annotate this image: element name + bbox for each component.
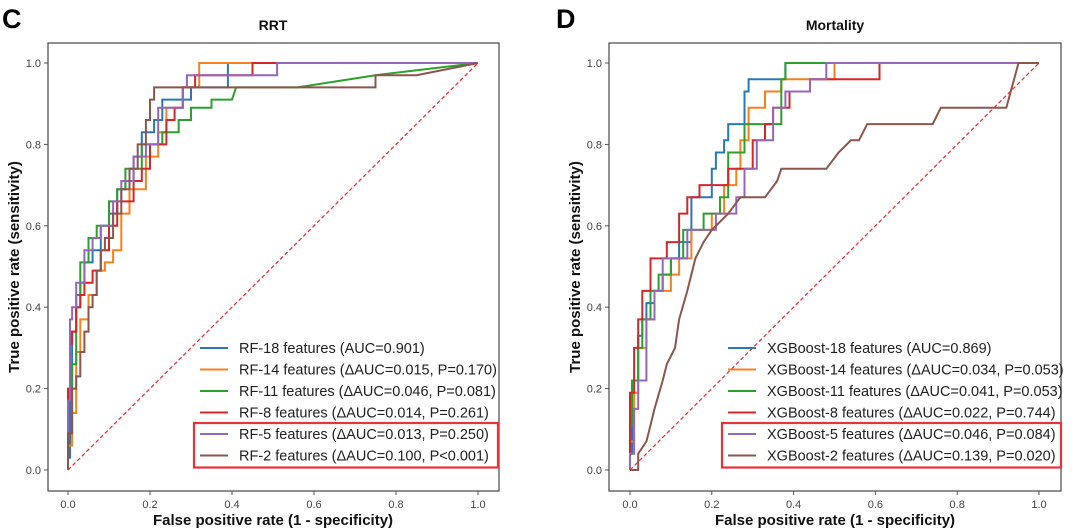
x-tick-label: 0.4 bbox=[224, 499, 239, 511]
roc-curve-5 bbox=[629, 62, 1039, 470]
chart-title: RRT bbox=[259, 17, 288, 33]
y-tick-label: 0.6 bbox=[587, 221, 602, 233]
x-tick-label: 0.6 bbox=[868, 499, 883, 511]
legend-label: XGBoost-18 features (AUC=0.869) bbox=[767, 341, 991, 357]
y-tick-label: 0.2 bbox=[587, 384, 602, 396]
x-tick-label: 1.0 bbox=[470, 499, 485, 511]
x-tick-label: 0.0 bbox=[622, 499, 637, 511]
legend-label: RF-2 features (ΔAUC=0.100, P<0.001) bbox=[239, 449, 489, 465]
legend-highlight-box bbox=[720, 421, 1063, 469]
legend-label: XGBoost-14 features (ΔAUC=0.034, P=0.053… bbox=[767, 363, 1064, 379]
legend-label: RF-8 features (ΔAUC=0.014, P=0.261) bbox=[239, 406, 489, 422]
legend-label: XGBoost-2 features (ΔAUC=0.139, P=0.020) bbox=[767, 449, 1056, 465]
y-tick-label: 1.0 bbox=[587, 58, 602, 70]
y-tick-label: 0.2 bbox=[26, 384, 41, 396]
y-tick-label: 0.8 bbox=[587, 139, 602, 151]
plot-frame bbox=[608, 42, 1062, 492]
legend-label: XGBoost-8 features (ΔAUC=0.022, P=0.744) bbox=[767, 406, 1056, 422]
legend-highlight-box bbox=[192, 421, 500, 469]
y-tick-label: 0.4 bbox=[587, 302, 602, 314]
x-tick-label: 0.2 bbox=[704, 499, 719, 511]
roc-curve-6 bbox=[630, 62, 1039, 471]
y-axis-label: True positive rate (sensitivity) bbox=[6, 161, 23, 373]
x-tick-label: 0.8 bbox=[950, 499, 965, 511]
legend-label: RF-14 features (ΔAUC=0.015, P=0.170) bbox=[239, 363, 497, 379]
legend-label: XGBoost-11 features (ΔAUC=0.041, P=0.053… bbox=[767, 384, 1063, 400]
y-tick-label: 1.0 bbox=[26, 58, 41, 70]
x-tick-label: 0.0 bbox=[60, 499, 75, 511]
x-axis-label: False positive rate (1 - specificity) bbox=[715, 512, 955, 529]
y-tick-label: 0.8 bbox=[26, 139, 41, 151]
x-tick-label: 0.2 bbox=[142, 499, 157, 511]
roc-curve-6 bbox=[67, 62, 479, 470]
x-axis-label: False positive rate (1 - specificity) bbox=[153, 512, 393, 529]
legend-label: RF-18 features (AUC=0.901) bbox=[239, 341, 425, 357]
chart-title: Mortality bbox=[806, 17, 865, 33]
panel-mortality: D Mortality False positive rate (1 - spe… bbox=[556, 4, 1064, 529]
y-tick-label: 0.6 bbox=[26, 221, 41, 233]
legend-label: RF-5 features (ΔAUC=0.013, P=0.250) bbox=[239, 427, 489, 443]
chance-diagonal bbox=[67, 62, 479, 471]
legend-label: RF-11 features (ΔAUC=0.046, P=0.081) bbox=[239, 384, 496, 400]
x-tick-label: 0.4 bbox=[786, 499, 801, 511]
panel-rrt: C RRT False positive rate (1 - specifici… bbox=[2, 4, 500, 529]
x-tick-label: 0.6 bbox=[306, 499, 321, 511]
panel-letter: D bbox=[556, 4, 576, 34]
chance-diagonal bbox=[629, 62, 1040, 471]
panel-letter: C bbox=[2, 4, 22, 34]
x-tick-label: 1.0 bbox=[1031, 499, 1046, 511]
y-tick-label: 0.0 bbox=[587, 465, 602, 477]
y-axis-label: True positive rate (sensitivity) bbox=[567, 161, 584, 373]
y-tick-label: 0.0 bbox=[26, 465, 41, 477]
y-tick-label: 0.4 bbox=[26, 302, 41, 314]
legend-label: XGBoost-5 features (ΔAUC=0.046, P=0.084) bbox=[767, 427, 1056, 443]
legend: XGBoost-18 features (AUC=0.869) XGBoost-1… bbox=[720, 341, 1064, 469]
roc-curve-4 bbox=[629, 62, 1039, 470]
legend: RF-18 features (AUC=0.901) RF-14 features… bbox=[192, 341, 500, 469]
x-tick-label: 0.8 bbox=[388, 499, 403, 511]
